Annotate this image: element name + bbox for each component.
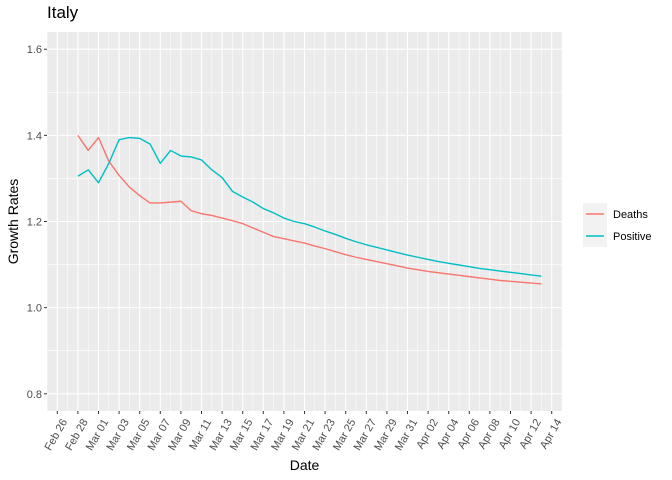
series-line-positive bbox=[77, 136, 542, 277]
y-axis-title: Growth Rates bbox=[5, 179, 21, 265]
y-tick-label: 1.2 bbox=[27, 217, 42, 229]
major-gridlines bbox=[47, 32, 562, 411]
legend-label-positive: Positive bbox=[613, 231, 652, 243]
y-tick-label: 0.8 bbox=[27, 389, 42, 401]
legend: Deaths Positive bbox=[583, 203, 652, 247]
y-axis: 0.8 1.0 1.2 1.4 1.6 bbox=[27, 44, 47, 401]
x-axis-title: Date bbox=[290, 457, 320, 473]
chart-title: Italy bbox=[47, 3, 79, 22]
y-tick-label: 1.6 bbox=[27, 44, 42, 56]
y-tick-label: 1.4 bbox=[27, 130, 42, 142]
y-tick-label: 1.0 bbox=[27, 303, 42, 315]
legend-label-deaths: Deaths bbox=[613, 209, 648, 221]
series-lines bbox=[77, 134, 542, 285]
series-line-deaths bbox=[77, 134, 542, 285]
